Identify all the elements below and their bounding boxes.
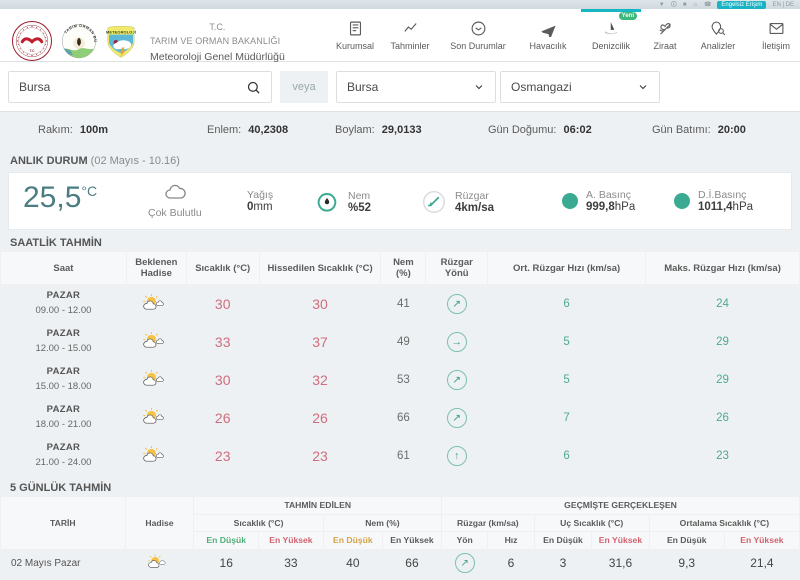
svg-text:METEOROLOJİ: METEOROLOJİ xyxy=(106,29,136,34)
svg-text:T.C: T.C xyxy=(30,49,36,53)
